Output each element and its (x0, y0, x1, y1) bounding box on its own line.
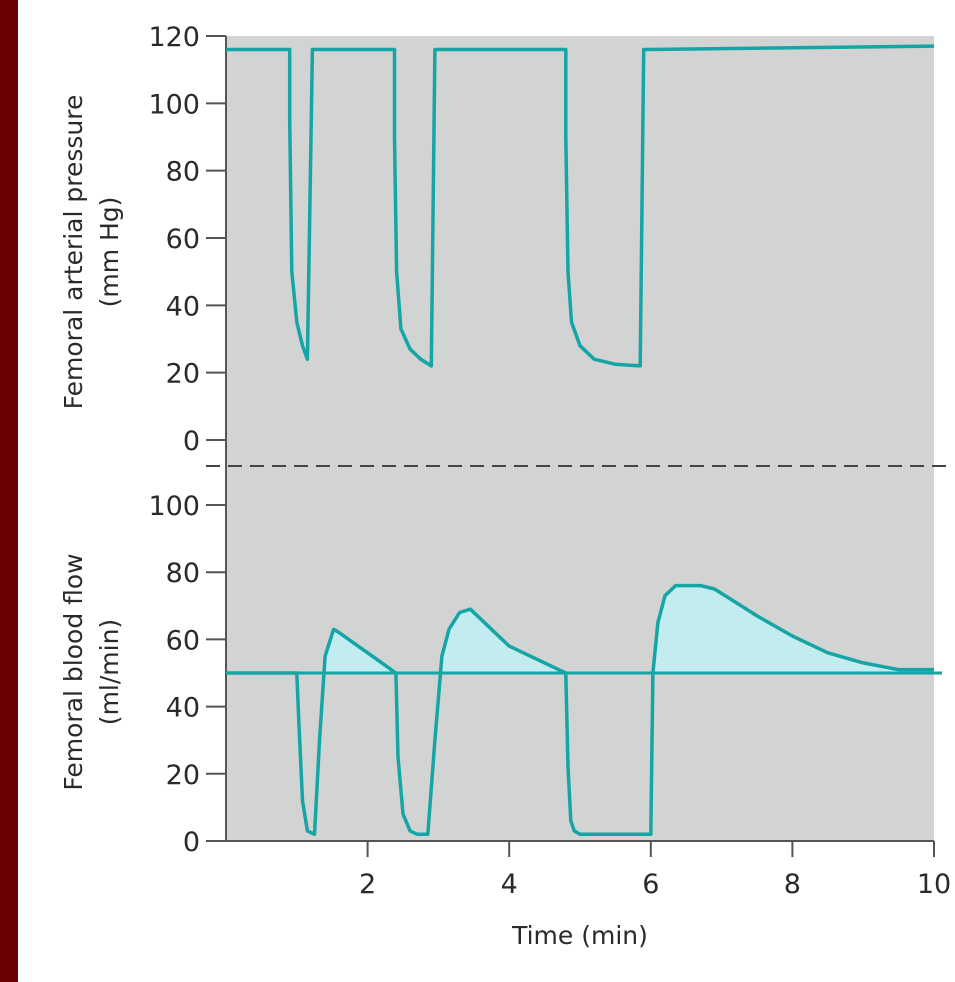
top-y-axis-title-line2: (mm Hg) (95, 197, 124, 308)
bottom-y-tick-label: 100 (148, 491, 200, 522)
bottom-y-tick-label: 80 (166, 558, 200, 589)
x-tick-label: 6 (642, 869, 659, 900)
figure-panel: 120 100 80 60 40 20 0 100 80 60 40 20 0 2 4 6 8 10 Femo… (18, 0, 955, 982)
bottom-y-axis-title-line2: (ml/min) (95, 619, 124, 725)
top-y-tick-label: 80 (166, 157, 200, 188)
bottom-y-tick-label: 0 (183, 827, 200, 858)
flow-series-line (226, 583, 934, 837)
top-y-tick-label: 120 (148, 22, 200, 53)
bottom-y-tick-label: 20 (166, 760, 200, 791)
chart-svg: 120 100 80 60 40 20 0 100 80 60 40 20 0 2 4 6 8 10 Femo… (59, 22, 951, 950)
top-y-tick-label: 20 (166, 359, 200, 390)
top-y-tick-label: 60 (166, 224, 200, 255)
plot-background (226, 36, 934, 841)
x-tick-label: 8 (784, 869, 801, 900)
top-y-axis-title-line1: Femoral arterial pressure (59, 95, 88, 410)
top-y-tick-label: 100 (148, 89, 200, 120)
x-tick-label: 10 (917, 869, 951, 900)
x-axis-title: Time (min) (511, 921, 648, 950)
x-tick-label: 2 (359, 869, 376, 900)
top-y-tick-label: 40 (166, 291, 200, 322)
bottom-y-axis-title-line1: Femoral blood flow (59, 553, 88, 790)
bottom-y-tick-label: 60 (166, 625, 200, 656)
x-tick-label: 4 (501, 869, 518, 900)
hyperemia-fill-area (652, 585, 934, 673)
bottom-y-tick-label: 40 (166, 693, 200, 724)
top-y-tick-label: 0 (183, 426, 200, 457)
pressure-series-line (226, 44, 935, 368)
